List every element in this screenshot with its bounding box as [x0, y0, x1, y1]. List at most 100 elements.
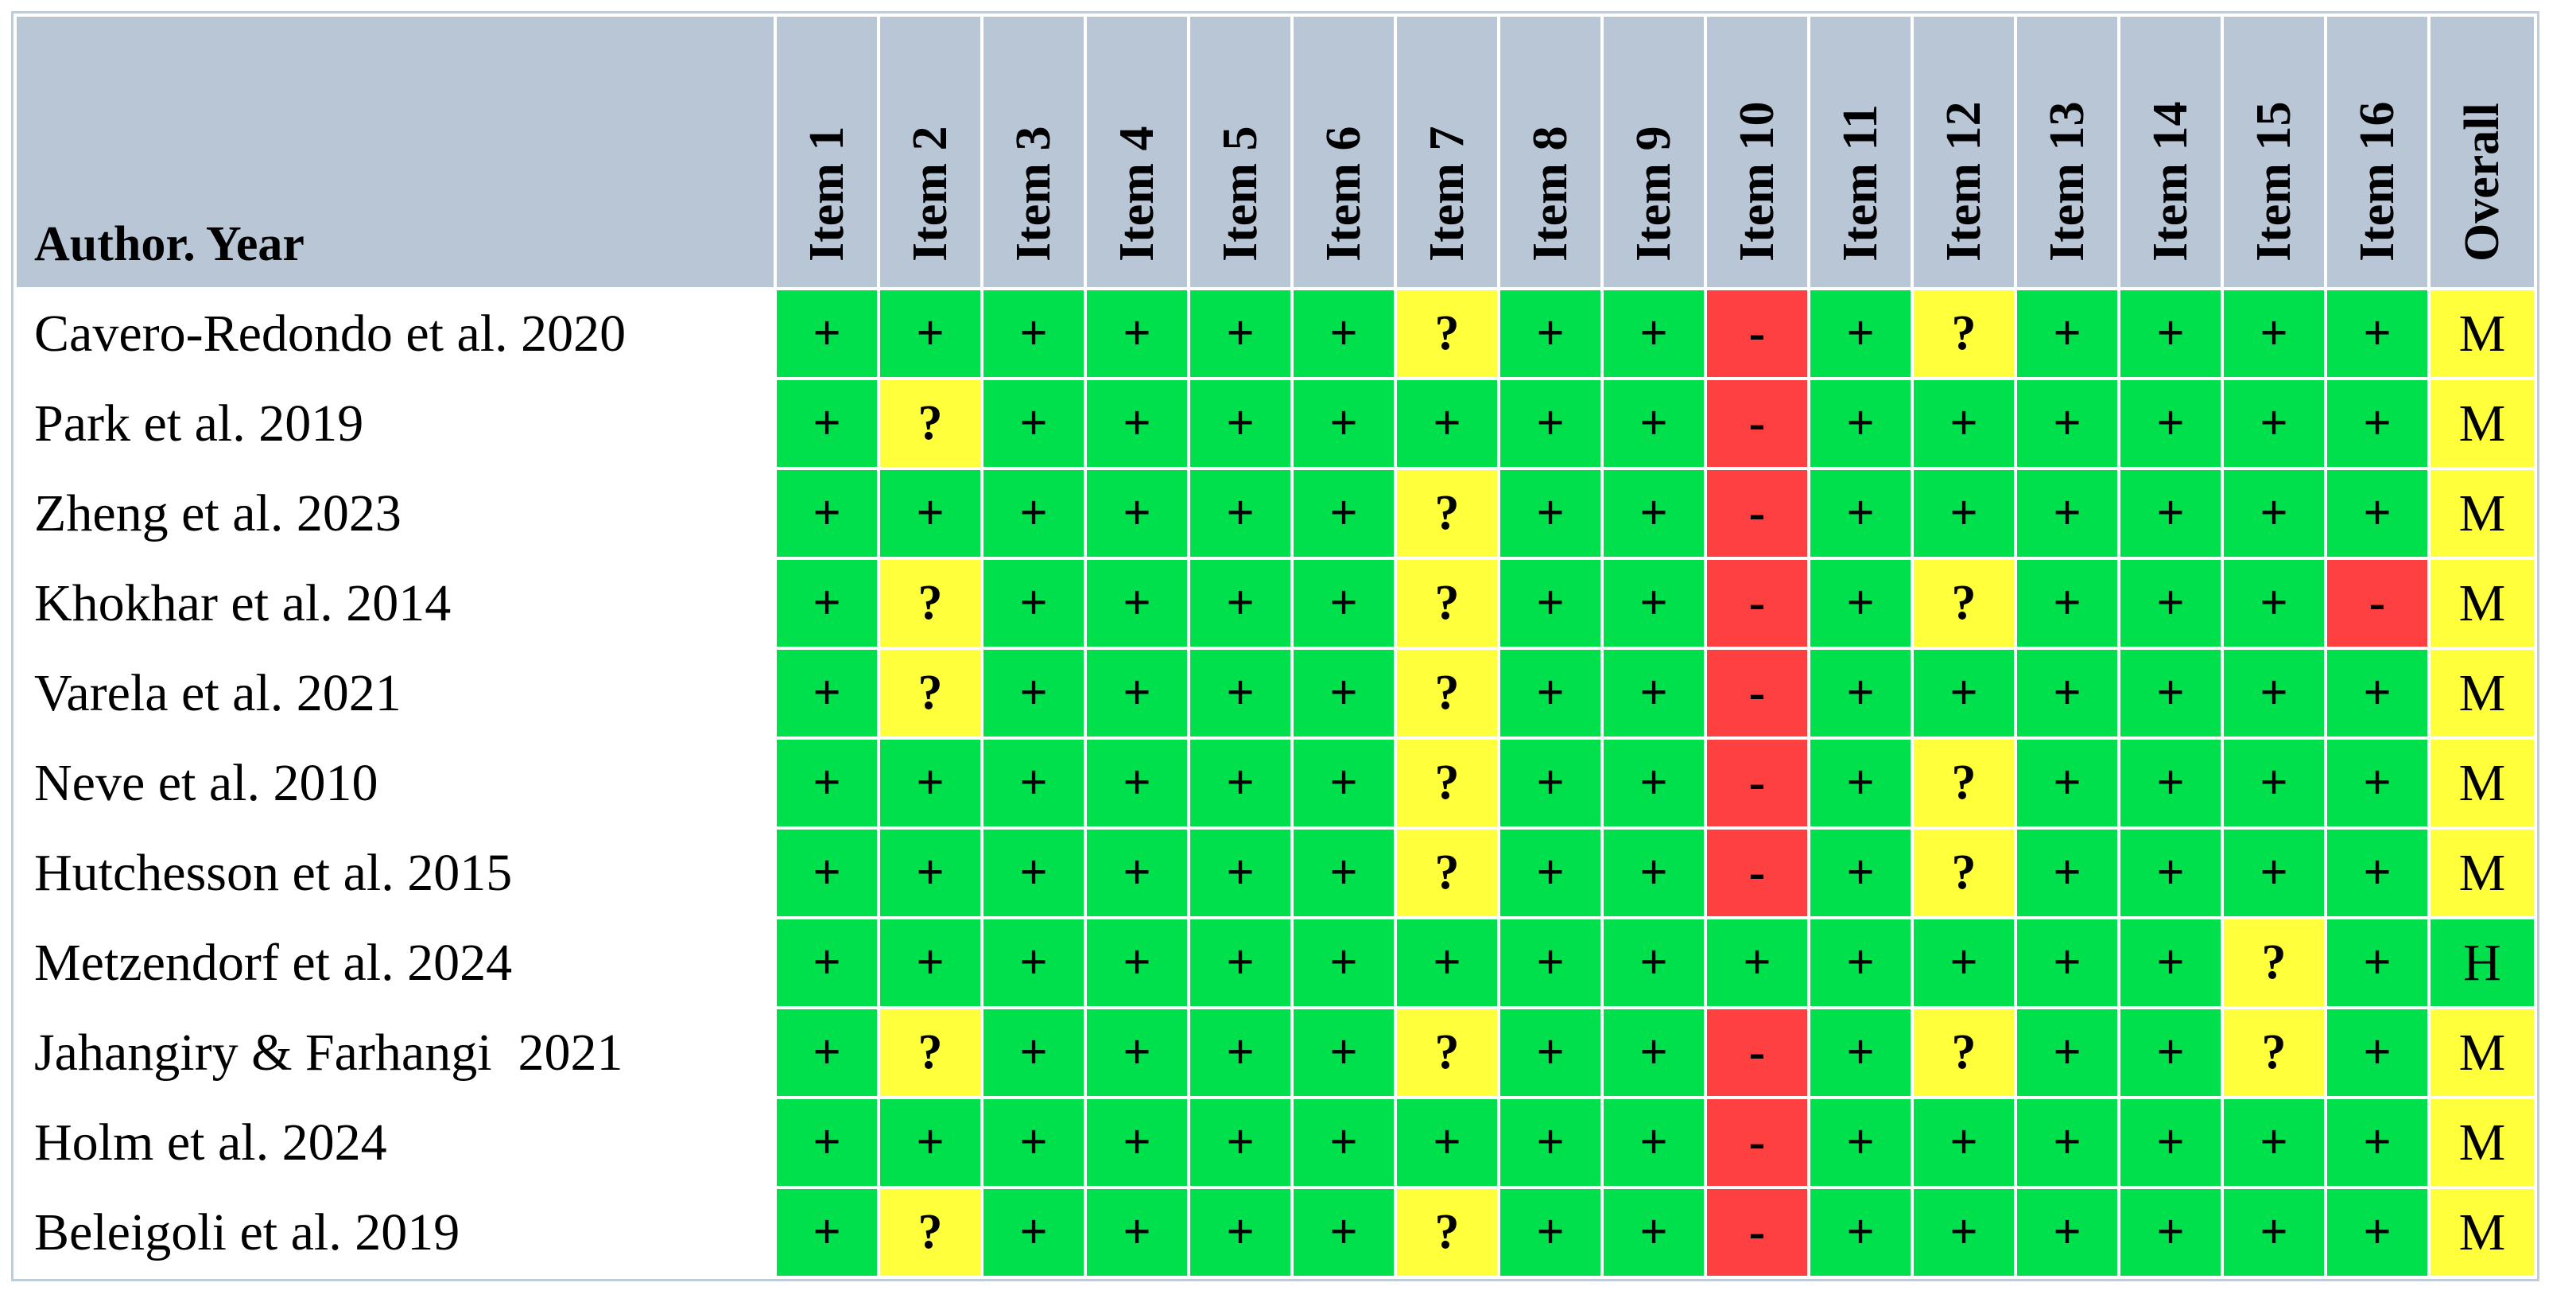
rating-cell: -: [1704, 287, 1810, 380]
header-cell: Item 9: [1600, 14, 1707, 290]
rating-cell: +: [2324, 737, 2431, 830]
rating-cell: +: [1600, 287, 1707, 380]
rating-cell: +: [2014, 916, 2120, 1009]
header-label: Item 2: [902, 126, 957, 262]
rating-cell: +: [2014, 826, 2120, 919]
rating-cell: +: [1600, 647, 1707, 740]
header-cell: Item 16: [2324, 14, 2431, 290]
rating-cell: -: [2324, 557, 2431, 650]
header-label: Item 5: [1212, 126, 1267, 262]
author-cell: Hutchesson et al. 2015: [14, 826, 777, 919]
rating-cell: +: [877, 1096, 983, 1189]
rating-cell: +: [2014, 1186, 2120, 1279]
rating-cell: +: [2324, 826, 2431, 919]
header-cell: Item 2: [877, 14, 983, 290]
rating-cell: +: [1084, 467, 1190, 560]
rating-cell: -: [1704, 557, 1810, 650]
rating-cell: -: [1704, 1096, 1810, 1189]
rating-cell: +: [1084, 1096, 1190, 1189]
rating-cell: +: [1807, 647, 1914, 740]
rating-cell: +: [1497, 1096, 1604, 1189]
header-row: Author. Year Item 1 Item 2 Item 3 Item 4 Item…: [14, 14, 2537, 290]
rating-cell: ?: [1394, 1006, 1500, 1099]
rating-cell: -: [1704, 826, 1810, 919]
rating-cell: +: [1911, 916, 2017, 1009]
rating-cell: +: [2014, 1096, 2120, 1189]
author-cell: Neve et al. 2010: [14, 737, 777, 830]
rating-cell: +: [1807, 1006, 1914, 1099]
rating-cell: ?: [877, 1186, 983, 1279]
rating-cell: +: [2324, 647, 2431, 740]
rating-cell: +: [980, 647, 1087, 740]
rating-cell: +: [2014, 287, 2120, 380]
rating-cell: +: [1290, 916, 1397, 1009]
rating-cell: ?: [877, 647, 983, 740]
author-cell: Metzendorf et al. 2024: [14, 916, 777, 1009]
rating-cell: ?: [2221, 1006, 2327, 1099]
rating-cell: +: [1807, 737, 1914, 830]
rating-cell: +: [774, 287, 880, 380]
table-row: Cavero-Redondo et al. 2020 + + + + + +? + + - +? + +…: [14, 287, 2537, 380]
rating-cell: +: [1497, 826, 1604, 919]
rating-cell: ?: [877, 1006, 983, 1099]
rating-cell: M: [2427, 1096, 2537, 1189]
rating-cell: +: [2221, 737, 2327, 830]
rating-cell: +: [1187, 467, 1294, 560]
rating-cell: +: [2221, 647, 2327, 740]
rating-cell: +: [2117, 1186, 2224, 1279]
rating-cell: +: [980, 557, 1087, 650]
rating-cell: +: [1497, 1006, 1604, 1099]
rating-cell: +: [1911, 1186, 2017, 1279]
rating-cell: -: [1704, 647, 1810, 740]
rating-cell: H: [2427, 916, 2537, 1009]
header-label: Overall: [2454, 103, 2509, 262]
header-label: Item 1: [799, 126, 854, 262]
rating-cell: ?: [1394, 737, 1500, 830]
rating-cell: +: [2324, 287, 2431, 380]
rating-cell: +: [1084, 647, 1190, 740]
rating-cell: +: [2221, 1096, 2327, 1189]
header-cell: Author. Year: [14, 14, 777, 290]
rating-cell: +: [2014, 1006, 2120, 1099]
rating-cell: +: [980, 467, 1087, 560]
rating-cell: +: [774, 647, 880, 740]
rating-cell: +: [1497, 467, 1604, 560]
rating-cell: M: [2427, 557, 2537, 650]
header-label: Item 11: [1833, 103, 1887, 262]
header-cell: Item 12: [1911, 14, 2017, 290]
table-row: Holm et al. 2024 + + + + + + + + + - + + + + + + M: [14, 1096, 2537, 1189]
rating-cell: +: [2117, 826, 2224, 919]
rating-cell: +: [1911, 377, 2017, 470]
rating-cell: M: [2427, 737, 2537, 830]
rating-cell: +: [2117, 1006, 2224, 1099]
rating-cell: ?: [1394, 287, 1500, 380]
rating-cell: +: [1497, 377, 1604, 470]
table-row: Zheng et al. 2023 + + + + + +? + + - + + + + + + M: [14, 467, 2537, 560]
rating-cell: +: [2221, 1186, 2327, 1279]
rating-cell: +: [2324, 467, 2431, 560]
rating-cell: +: [774, 1096, 880, 1189]
rating-cell: -: [1704, 467, 1810, 560]
rating-cell: +: [2014, 467, 2120, 560]
header-label: Item 7: [1419, 126, 1474, 262]
rating-cell: +: [1394, 1096, 1500, 1189]
rating-cell: +: [1807, 377, 1914, 470]
header-cell: Item 14: [2117, 14, 2224, 290]
header-cell: Overall: [2427, 14, 2537, 290]
rating-cell: +: [2014, 377, 2120, 470]
header-cell: Item 1: [774, 14, 880, 290]
rating-cell: +: [774, 557, 880, 650]
rating-cell: +: [1187, 916, 1294, 1009]
author-cell: Holm et al. 2024: [14, 1096, 777, 1189]
author-cell: Zheng et al. 2023: [14, 467, 777, 560]
rating-cell: +: [1290, 826, 1397, 919]
rating-cell: +: [2324, 916, 2431, 1009]
rating-cell: +: [2117, 737, 2224, 830]
header-label: Item 8: [1523, 126, 1577, 262]
rating-cell: +: [1290, 1186, 1397, 1279]
table-row: Metzendorf et al. 2024 + + + + + + + + + + + + + +? + H: [14, 916, 2537, 1009]
rating-cell: +: [774, 467, 880, 560]
rating-cell: +: [2221, 557, 2327, 650]
rating-cell: ?: [1911, 287, 2017, 380]
rating-cell: +: [2324, 1096, 2431, 1189]
